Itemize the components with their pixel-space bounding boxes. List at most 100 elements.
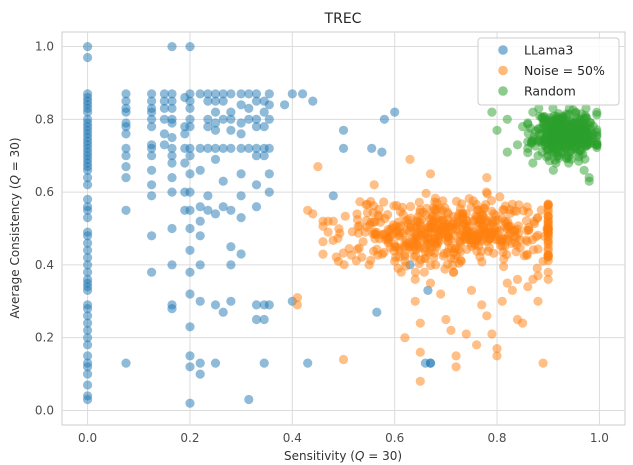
data-point — [264, 89, 274, 99]
data-point — [83, 380, 93, 390]
data-point — [357, 252, 367, 262]
data-point — [244, 114, 254, 124]
data-point — [442, 259, 453, 269]
data-point — [226, 205, 236, 215]
data-point — [414, 197, 424, 207]
data-point — [568, 118, 578, 128]
data-point — [83, 304, 93, 314]
data-point — [521, 235, 531, 245]
data-point — [461, 329, 471, 339]
data-point — [436, 289, 446, 299]
data-point — [203, 143, 213, 153]
data-point — [185, 42, 195, 52]
data-point — [425, 169, 436, 179]
data-point — [548, 165, 558, 175]
data-point — [548, 103, 558, 113]
legend-label: Random — [524, 84, 576, 99]
data-point — [83, 238, 93, 248]
y-axis-label: Average Consistency (Q = 30) — [8, 137, 22, 318]
data-point — [218, 143, 228, 153]
data-point — [434, 237, 444, 247]
x-tick-label: 0.0 — [78, 431, 97, 445]
data-point — [539, 231, 550, 241]
data-point — [210, 96, 221, 106]
data-point — [218, 202, 228, 212]
data-point — [185, 267, 195, 277]
data-point — [236, 100, 246, 110]
data-point — [244, 89, 254, 99]
data-point — [259, 107, 269, 117]
data-point — [586, 137, 597, 148]
data-point — [83, 245, 93, 255]
data-point — [236, 118, 246, 128]
data-point — [466, 285, 477, 295]
data-point — [121, 162, 131, 172]
data-point — [492, 125, 502, 135]
data-point — [555, 129, 565, 139]
data-point — [185, 205, 195, 215]
data-point — [339, 260, 349, 270]
data-point — [147, 151, 157, 161]
data-point — [147, 122, 157, 132]
data-point — [451, 362, 461, 372]
data-point — [167, 96, 177, 106]
data-point — [236, 213, 246, 223]
data-point — [477, 257, 487, 267]
x-tick-label: 0.4 — [283, 431, 302, 445]
data-point — [264, 143, 274, 153]
data-point — [264, 100, 274, 110]
data-point — [251, 300, 262, 310]
data-point — [545, 118, 555, 128]
data-point — [147, 165, 157, 175]
data-point — [259, 314, 269, 325]
data-point — [226, 143, 236, 153]
data-point — [487, 329, 497, 339]
data-point — [576, 117, 587, 128]
data-point — [518, 318, 528, 328]
data-point — [83, 318, 93, 328]
data-point — [167, 173, 177, 183]
data-point — [528, 245, 539, 255]
data-point — [512, 140, 523, 150]
data-point — [561, 154, 572, 164]
data-point — [313, 162, 323, 172]
data-point — [523, 119, 533, 129]
data-point — [424, 247, 434, 257]
data-point — [264, 169, 274, 179]
data-point — [251, 314, 262, 325]
data-point — [167, 103, 177, 113]
data-point — [251, 202, 262, 212]
data-point — [159, 129, 169, 139]
data-point — [543, 274, 553, 284]
data-point — [259, 151, 269, 161]
data-point — [218, 96, 228, 106]
data-point — [218, 307, 228, 317]
data-point — [292, 293, 302, 303]
data-point — [395, 221, 405, 231]
legend-label: LLama3 — [524, 43, 573, 58]
data-point — [147, 231, 157, 241]
data-point — [497, 296, 507, 306]
data-point — [83, 362, 93, 372]
data-point — [406, 201, 416, 212]
data-point — [244, 143, 254, 153]
data-point — [534, 129, 545, 139]
data-point — [195, 143, 205, 153]
data-point — [421, 188, 431, 198]
data-point — [425, 238, 435, 248]
data-point — [430, 193, 440, 203]
data-point — [492, 344, 502, 354]
data-point — [438, 196, 448, 206]
data-point — [414, 259, 424, 269]
data-point — [481, 187, 492, 197]
data-point — [400, 251, 410, 261]
data-point — [425, 214, 435, 224]
data-point — [83, 311, 93, 321]
data-point — [185, 362, 195, 372]
data-point — [167, 187, 177, 197]
data-point — [121, 151, 131, 161]
data-point — [334, 224, 344, 234]
data-point — [159, 140, 169, 150]
data-point — [482, 311, 492, 321]
data-point — [592, 110, 602, 120]
